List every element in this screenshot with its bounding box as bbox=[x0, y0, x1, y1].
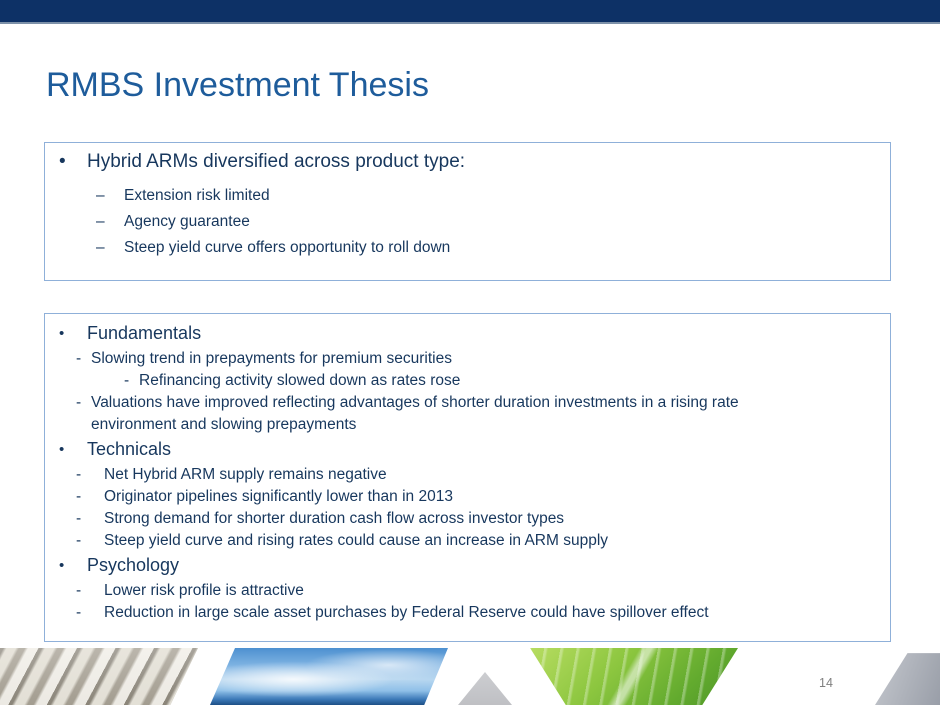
dash-icon: – bbox=[96, 239, 105, 256]
detail-subitem: - Refinancing activity slowed down as ra… bbox=[45, 370, 890, 392]
detail-item-text: environment and slowing prepayments bbox=[91, 416, 357, 433]
section-heading: Psychology bbox=[87, 555, 180, 575]
detail-item: - Slowing trend in prepayments for premi… bbox=[45, 348, 890, 370]
detail-item-text: Lower risk profile is attractive bbox=[104, 582, 304, 599]
corner-accent bbox=[875, 653, 940, 705]
detail-item: - Reduction in large scale asset purchas… bbox=[45, 602, 890, 624]
detail-item-text: Strong demand for shorter duration cash … bbox=[104, 510, 565, 527]
detail-item-text: Steep yield curve and rising rates could… bbox=[104, 532, 609, 549]
bullet-icon: • bbox=[59, 441, 65, 458]
detail-item: - Valuations have improved reflecting ad… bbox=[45, 392, 890, 414]
detail-item: - Lower risk profile is attractive bbox=[45, 580, 890, 602]
section-heading: Technicals bbox=[87, 439, 172, 459]
sky-photo bbox=[210, 648, 448, 705]
detail-item-text: Net Hybrid ARM supply remains negative bbox=[104, 466, 387, 483]
page-title: RMBS Investment Thesis bbox=[46, 66, 429, 104]
section-heading: Fundamentals bbox=[87, 323, 202, 343]
dash-icon: - bbox=[124, 372, 130, 389]
section-heading-row: • Technicals bbox=[45, 437, 890, 462]
rope-photo bbox=[0, 648, 198, 705]
bullet-icon: • bbox=[59, 151, 66, 172]
detail-item: - Strong demand for shorter duration cas… bbox=[45, 508, 890, 530]
thesis-item: – Agency guarantee bbox=[45, 209, 890, 235]
detail-box: • Fundamentals - Slowing trend in prepay… bbox=[44, 313, 891, 642]
dash-icon: - bbox=[76, 350, 82, 367]
section-heading-row: • Fundamentals bbox=[45, 321, 890, 346]
thesis-heading-row: • Hybrid ARMs diversified across product… bbox=[45, 150, 890, 174]
dash-icon: - bbox=[76, 510, 82, 527]
dash-icon: – bbox=[96, 213, 105, 230]
dash-icon: - bbox=[76, 488, 82, 505]
divider-triangle bbox=[458, 671, 512, 705]
section-heading-row: • Psychology bbox=[45, 553, 890, 578]
thesis-heading: Hybrid ARMs diversified across product t… bbox=[87, 151, 466, 172]
detail-item-continuation: environment and slowing prepayments bbox=[45, 414, 890, 436]
dash-icon: - bbox=[76, 604, 82, 621]
thesis-item-text: Agency guarantee bbox=[124, 213, 250, 230]
thesis-item-text: Extension risk limited bbox=[124, 187, 270, 204]
detail-item-text: Slowing trend in prepayments for premium… bbox=[91, 350, 452, 367]
page-number: 14 bbox=[819, 676, 833, 690]
detail-subitem-text: Refinancing activity slowed down as rate… bbox=[139, 372, 461, 389]
footer-strip bbox=[0, 648, 940, 705]
top-accent-bar bbox=[0, 0, 940, 24]
bullet-icon: • bbox=[59, 557, 65, 574]
leaf-photo bbox=[530, 648, 738, 705]
dash-icon: - bbox=[76, 582, 82, 599]
dash-icon: – bbox=[96, 187, 105, 204]
detail-item-text: Originator pipelines significantly lower… bbox=[104, 488, 453, 505]
detail-item: - Originator pipelines significantly low… bbox=[45, 486, 890, 508]
bullet-icon: • bbox=[59, 325, 65, 342]
detail-item-text: Valuations have improved reflecting adva… bbox=[91, 394, 739, 411]
thesis-item-text: Steep yield curve offers opportunity to … bbox=[124, 239, 451, 256]
thesis-item: – Extension risk limited bbox=[45, 183, 890, 209]
thesis-box: • Hybrid ARMs diversified across product… bbox=[44, 142, 891, 281]
dash-icon: - bbox=[76, 466, 82, 483]
dash-icon: - bbox=[76, 532, 82, 549]
thesis-item: – Steep yield curve offers opportunity t… bbox=[45, 235, 890, 261]
detail-item: - Steep yield curve and rising rates cou… bbox=[45, 530, 890, 552]
dash-icon: - bbox=[76, 394, 82, 411]
detail-item: - Net Hybrid ARM supply remains negative bbox=[45, 464, 890, 486]
detail-item-text: Reduction in large scale asset purchases… bbox=[104, 604, 709, 621]
